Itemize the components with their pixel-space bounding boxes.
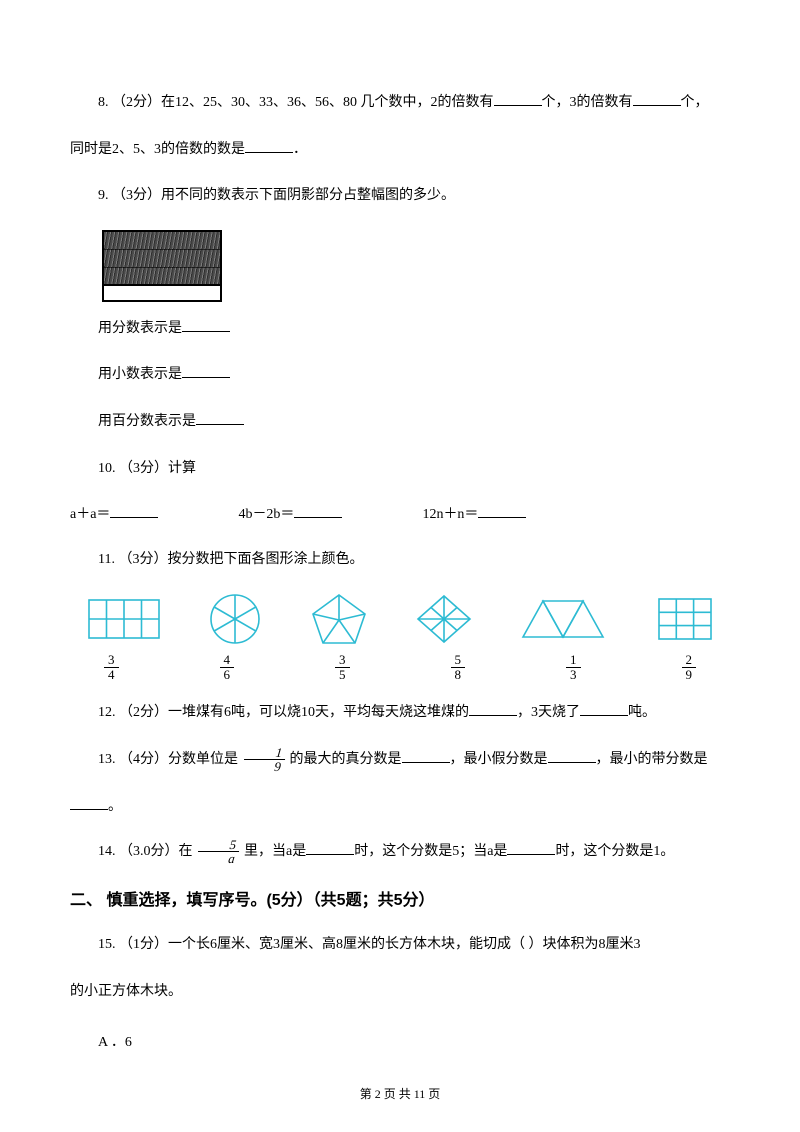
question-9-head: 9. （3分）用不同的数表示下面阴影部分占整幅图的多少。 (70, 183, 730, 210)
fraction-5-8: 58 (451, 653, 466, 681)
fraction-1-3: 13 (566, 653, 581, 681)
blank (294, 502, 342, 518)
q8-text-b: 个，3的倍数有 (542, 95, 633, 110)
shaded-rectangle-figure (102, 230, 222, 302)
fraction-3-4: 34 (104, 653, 119, 681)
q9-line3: 用百分数表示是 (70, 409, 730, 436)
expr-3: 12n＋n＝ (422, 502, 526, 529)
blank (182, 362, 230, 378)
question-15-line2: 的小正方体木块。 (70, 979, 730, 1006)
fraction-1-9: 19 (242, 746, 285, 774)
blank (245, 137, 293, 153)
section-2-title: 二、 慎重选择，填写序号。(5分）（共5题；共5分） (70, 886, 730, 916)
q8-text-a: 8. （2分）在12、25、30、33、36、56、80 几个数中，2的倍数有 (98, 95, 494, 110)
question-8-line2: 同时是2、5、3的倍数的数是 ． (70, 137, 730, 164)
fraction-2-9: 29 (682, 653, 697, 681)
blank (196, 409, 244, 425)
expr-2: 4b－2b＝ (238, 502, 342, 529)
shape-diamond-8 (416, 594, 472, 644)
shape-triangles-3 (521, 599, 609, 639)
shape-grid-3x3 (658, 598, 712, 640)
expr-1: a＋a＝ (70, 502, 158, 529)
q8-text-d: 同时是2、5、3的倍数的数是 (70, 142, 245, 157)
fraction-5-a: 5a (197, 838, 240, 866)
page-footer: 第 2 页 共 11 页 (0, 1083, 800, 1106)
q8-text-c: 个， (681, 95, 709, 110)
shape-pentagon (310, 593, 368, 645)
question-13-tail: 。 (70, 794, 730, 821)
blank (478, 502, 526, 518)
option-a: A ．6 (70, 1030, 730, 1057)
blank (402, 747, 450, 763)
q9-line1: 用分数表示是 (70, 316, 730, 343)
question-10-head: 10. （3分）计算 (70, 456, 730, 483)
question-15: 15. （1分）一个长6厘米、宽3厘米、高8厘米的长方体木块，能切成（ ）块体积… (70, 932, 730, 959)
shape-grid-2x4 (88, 599, 160, 639)
question-12: 12. （2分）一堆煤有6吨，可以烧10天，平均每天烧这堆煤的，3天烧了吨。 (70, 700, 730, 727)
question-8: 8. （2分）在12、25、30、33、36、56、80 几个数中，2的倍数有 个… (70, 90, 730, 117)
question-13: 13. （4分）分数单位是 19 的最大的真分数是，最小假分数是，最小的带分数是 (70, 746, 730, 774)
blank (494, 90, 542, 106)
blank (633, 90, 681, 106)
q8-text-e: ． (293, 142, 307, 157)
shape-circle-6 (209, 593, 261, 645)
blank (306, 839, 354, 855)
fractions-row: 34 46 35 58 13 29 (104, 653, 696, 681)
fraction-3-5: 35 (335, 653, 350, 681)
blank (580, 700, 628, 716)
blank (182, 316, 230, 332)
blank (70, 794, 108, 810)
q9-line2: 用小数表示是 (70, 362, 730, 389)
blank (469, 700, 517, 716)
fraction-4-6: 46 (220, 653, 235, 681)
question-11-head: 11. （3分）按分数把下面各图形涂上颜色。 (70, 547, 730, 574)
blank (110, 502, 158, 518)
shapes-row (88, 593, 712, 645)
question-10-expressions: a＋a＝ 4b－2b＝ 12n＋n＝ (70, 502, 730, 529)
blank (507, 839, 555, 855)
question-14: 14. （3.0分）在 5a 里，当a是时，这个分数是5；当a是时，这个分数是1… (70, 838, 730, 866)
blank (548, 747, 596, 763)
